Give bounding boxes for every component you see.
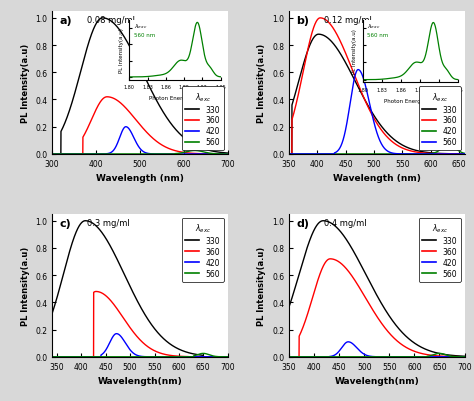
Text: 0.3 mg/ml: 0.3 mg/ml: [87, 219, 130, 228]
Text: c): c): [59, 219, 71, 229]
Y-axis label: PL Intensity(a.u): PL Intensity(a.u): [20, 246, 29, 325]
Legend: 330, 360, 420, 560: 330, 360, 420, 560: [182, 87, 224, 151]
Text: d): d): [296, 219, 309, 229]
Text: a): a): [59, 16, 72, 26]
Text: b): b): [296, 16, 309, 26]
Y-axis label: PL Intensity(a.u): PL Intensity(a.u): [20, 44, 29, 123]
Text: 0.4 mg/ml: 0.4 mg/ml: [324, 219, 367, 228]
Legend: 330, 360, 420, 560: 330, 360, 420, 560: [419, 218, 461, 282]
X-axis label: Wavelength(nm): Wavelength(nm): [334, 376, 419, 385]
X-axis label: Wavelength (nm): Wavelength (nm): [333, 174, 421, 183]
X-axis label: Wavelength (nm): Wavelength (nm): [96, 174, 184, 183]
X-axis label: Wavelength(nm): Wavelength(nm): [98, 376, 182, 385]
Text: 0.12 mg/ml: 0.12 mg/ml: [324, 16, 372, 25]
Legend: 330, 360, 420, 560: 330, 360, 420, 560: [182, 218, 224, 282]
Y-axis label: PL Intensity(a.u): PL Intensity(a.u): [257, 246, 266, 325]
Text: 0.08 mg/ml: 0.08 mg/ml: [87, 16, 135, 25]
Y-axis label: PL Intensity(a.u): PL Intensity(a.u): [257, 44, 266, 123]
Legend: 330, 360, 420, 560: 330, 360, 420, 560: [419, 87, 461, 151]
